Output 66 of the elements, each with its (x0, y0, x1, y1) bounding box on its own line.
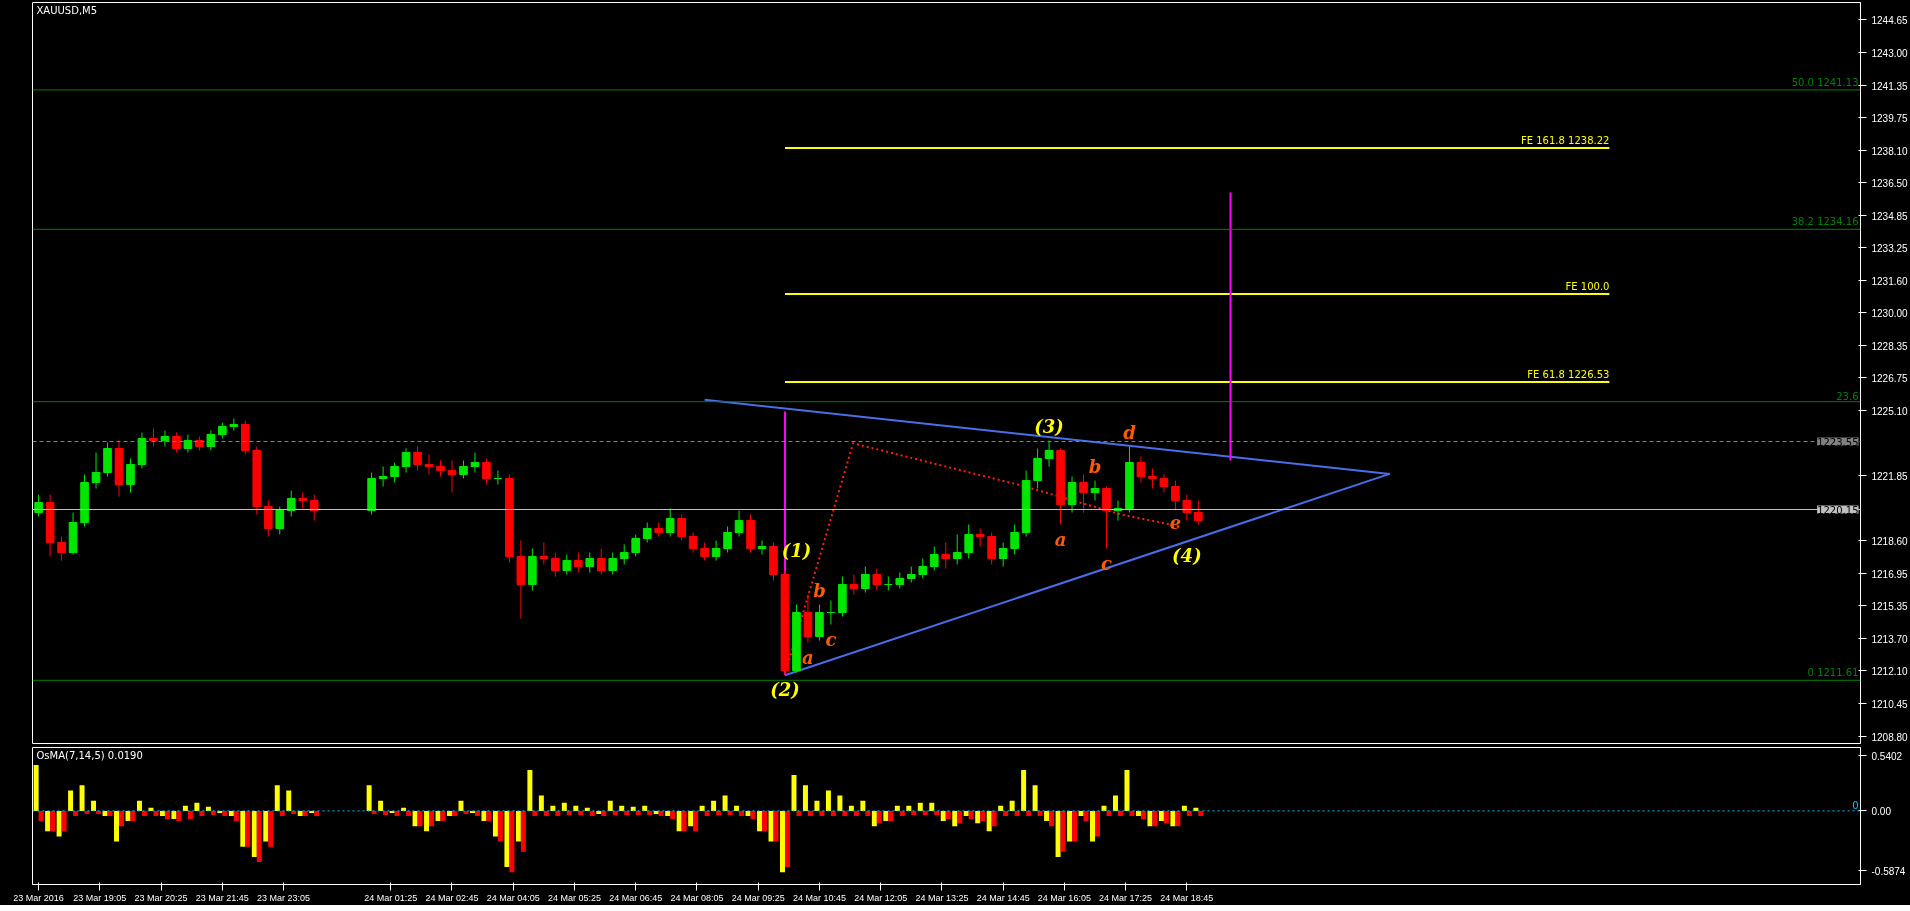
y-tick-label: 1239.75 (1871, 112, 1909, 124)
x-tick-label: 23 Mar 19:05 (73, 892, 127, 903)
y-tick-label: 1212.10 (1871, 665, 1909, 677)
y-tick-label: 1228.35 (1871, 340, 1909, 352)
annotation: a (1054, 528, 1067, 550)
y-tick-label: 1221.85 (1871, 470, 1909, 482)
y-tick-label: 1213.70 (1871, 633, 1909, 645)
ref-line-label: 0 (1852, 799, 1859, 811)
y-tick-label: 1244.65 (1871, 14, 1909, 26)
x-tick-label: 24 Mar 06:45 (609, 892, 663, 903)
y-tick-label: 1243.00 (1871, 47, 1909, 59)
x-tick-label: 24 Mar 17:25 (1099, 892, 1153, 903)
chart-title: OsMA(7,14,5) 0.0190 (36, 749, 143, 761)
annotation: (4) (1172, 544, 1202, 566)
ref-line-label: 1223.55 (1817, 436, 1859, 448)
annotation: b (1088, 455, 1102, 477)
x-tick-label: 24 Mar 09:25 (731, 892, 785, 903)
x-tick-label: 24 Mar 14:45 (976, 892, 1030, 903)
y-tick-label: 1218.60 (1871, 535, 1909, 547)
series-label: FE 61.8 1226.53 (1527, 368, 1610, 380)
annotation: (2) (770, 678, 800, 700)
y-tick-label: 1236.50 (1871, 177, 1909, 189)
annotation: (3) (1034, 415, 1064, 437)
y-tick-label: 1241.35 (1871, 80, 1909, 92)
y-tick-label: 1230.00 (1871, 307, 1909, 319)
series-label: FE 100.0 (1565, 281, 1610, 293)
y-tick-label: 0.5402 (1871, 750, 1903, 762)
y-tick-label: 1231.60 (1871, 275, 1909, 287)
x-tick-label: 24 Mar 04:05 (486, 892, 540, 903)
y-tick-label: 1238.10 (1871, 145, 1909, 157)
x-tick-label: 24 Mar 18:45 (1160, 892, 1214, 903)
ref-line-label: 50.0 1241.13 (1791, 76, 1859, 88)
x-tick-label: 24 Mar 08:05 (670, 892, 724, 903)
y-tick-label: 1208.80 (1871, 731, 1909, 743)
series-label: FE 161.8 1238.22 (1521, 135, 1610, 147)
chart-title: XAUUSD,M5 (36, 4, 98, 16)
ref-line-label: 38.2 1234.16 (1791, 216, 1859, 228)
ref-line-label: 1220.15 (1817, 504, 1859, 516)
x-tick-label: 24 Mar 16:05 (1037, 892, 1091, 903)
annotation: d (1123, 421, 1137, 443)
x-tick-label: 24 Mar 10:45 (792, 892, 846, 903)
y-tick-label: 0.00 (1871, 805, 1892, 817)
x-tick-label: 24 Mar 13:25 (915, 892, 969, 903)
annotation: 23.6 (1836, 390, 1859, 402)
annotation: b (813, 579, 826, 601)
x-tick-label: 24 Mar 01:25 (364, 892, 418, 903)
y-tick-label: 1216.95 (1871, 568, 1909, 580)
x-tick-label: 24 Mar 05:25 (547, 892, 601, 903)
x-tick-label: 23 Mar 21:45 (195, 892, 249, 903)
y-tick-label: 1210.45 (1871, 698, 1909, 710)
y-tick-label: 1234.85 (1871, 210, 1909, 222)
annotation: c (1101, 552, 1113, 574)
x-tick-label: 23 Mar 2016 (13, 892, 64, 903)
annotation: a (802, 646, 814, 668)
y-tick-label: 1226.75 (1871, 372, 1909, 384)
x-tick-label: 23 Mar 23:05 (257, 892, 311, 903)
y-tick-label: 1233.25 (1871, 242, 1909, 254)
x-tick-label: 24 Mar 02:45 (425, 892, 479, 903)
y-tick-label: 1225.10 (1871, 405, 1909, 417)
x-tick-label: 24 Mar 12:05 (854, 892, 908, 903)
y-tick-label: 1215.35 (1871, 600, 1909, 612)
ref-line-label: 0 1211.61 (1807, 667, 1859, 679)
y-tick-label: -0.5874 (1871, 865, 1906, 877)
x-tick-label: 23 Mar 20:25 (134, 892, 188, 903)
annotation: c (825, 628, 837, 650)
annotation: e (1169, 511, 1182, 533)
